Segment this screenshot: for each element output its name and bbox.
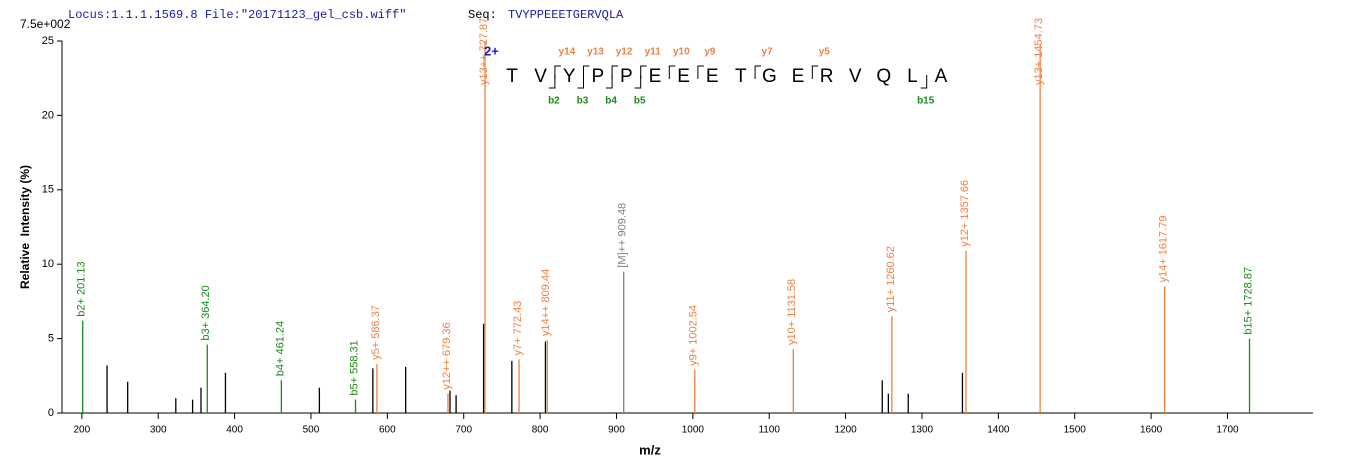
scale-label: 7.5e+002 — [20, 17, 71, 31]
y-tick-label: 10 — [42, 258, 54, 270]
x-tick-label: 900 — [608, 425, 625, 436]
residue: Y — [563, 66, 576, 87]
y-ion-label: y11 — [645, 47, 662, 58]
residue: Q — [876, 66, 891, 87]
y-tick-label: 5 — [48, 333, 54, 345]
x-tick-label: 400 — [226, 425, 243, 436]
y-cleavage — [754, 65, 762, 79]
y-tick-label: 0 — [48, 407, 54, 419]
peak-label: y10+ 1131.58 — [786, 279, 798, 345]
b-ion-label: b4 — [605, 96, 617, 107]
residue: T — [506, 66, 518, 87]
peak-label: b3+ 364.20 — [200, 285, 212, 340]
peak-label: y14++ 809.44 — [540, 269, 552, 336]
y-cleavage — [697, 65, 704, 79]
y-ion-label: y12 — [616, 47, 633, 58]
b-ion-label: b3 — [577, 96, 589, 107]
x-tick-label: 1500 — [1064, 425, 1087, 436]
x-tick-label: 700 — [455, 425, 472, 436]
residue: E — [649, 66, 662, 87]
y-tick-label: 15 — [42, 184, 54, 196]
b-cleavage — [577, 75, 584, 89]
residue: A — [935, 66, 948, 87]
header-locus: Locus:1.1.1.1569.8 File:"20171123_gel_cs… — [68, 8, 406, 22]
residue: G — [762, 66, 777, 87]
y-axis-label: Relative Intensity (%) — [18, 165, 32, 289]
x-tick-label: 1300 — [911, 425, 934, 436]
b-cleavage — [606, 75, 613, 89]
b-cleavage — [634, 75, 642, 89]
peak-label: b4+ 461.24 — [274, 321, 286, 376]
x-tick-label: 500 — [303, 425, 320, 436]
residue: R — [820, 66, 834, 87]
x-tick-label: 300 — [150, 425, 167, 436]
y-cleavage — [668, 65, 676, 79]
x-tick-label: 1200 — [834, 425, 857, 436]
residue: E — [677, 66, 690, 87]
y-cleavage — [640, 65, 647, 79]
residue: E — [792, 66, 805, 87]
charge-label: 2+ — [484, 43, 499, 58]
peak-label: y12++ 679.36 — [441, 322, 453, 389]
peak-label: b5+ 558.31 — [348, 340, 360, 395]
residue: V — [534, 66, 547, 87]
peak-label: y12+ 1357.66 — [959, 180, 971, 247]
y-tick-label: 25 — [42, 35, 54, 47]
y-cleavage — [611, 65, 619, 79]
b-cleavage — [920, 75, 928, 89]
residue: P — [591, 66, 604, 87]
peak-label: y9+ 1002.54 — [688, 305, 700, 366]
b-ion-label: b15 — [917, 96, 935, 107]
y-cleavage — [554, 65, 561, 79]
peak-label: y5+ 586.37 — [370, 305, 382, 360]
x-tick-label: 1100 — [758, 425, 780, 436]
b-ion-label: b5 — [634, 96, 646, 107]
header-seq: TVYPPEEETGERVQLA — [508, 8, 624, 22]
b-cleavage — [548, 75, 556, 89]
x-axis-label: m/z — [639, 442, 661, 457]
header-seq-label: Seq: — [468, 8, 497, 22]
peak-label: y13++ 727.87 — [478, 18, 490, 85]
y-ion-label: y9 — [704, 47, 716, 58]
y-ion-label: y14 — [559, 47, 576, 58]
y-cleavage — [811, 65, 819, 79]
x-tick-label: 1600 — [1140, 425, 1163, 436]
y-ion-label: y13 — [587, 47, 604, 58]
peak-label: y14+ 1617.79 — [1158, 216, 1170, 283]
residue: E — [706, 66, 719, 87]
peak-label: b2+ 201.13 — [76, 261, 88, 316]
x-tick-label: 1700 — [1216, 425, 1239, 436]
y-ion-label: y10 — [673, 47, 690, 58]
peak-label: y13+ 1454.73 — [1033, 18, 1045, 85]
residue: V — [849, 66, 862, 87]
y-cleavage — [583, 65, 590, 79]
peak-label: [M]++ 909.48 — [617, 203, 629, 268]
x-tick-label: 600 — [379, 425, 396, 436]
peak-label: y7+ 772.43 — [512, 301, 524, 356]
b-ion-label: b2 — [548, 96, 560, 107]
peak-label: y11+ 1260.62 — [885, 246, 897, 312]
x-tick-label: 1000 — [682, 425, 705, 436]
y-ion-label: y5 — [819, 47, 831, 58]
peak-label: b15+ 1728.87 — [1242, 267, 1254, 335]
x-tick-label: 1400 — [987, 425, 1010, 436]
residue: T — [735, 66, 747, 87]
y-ion-label: y7 — [762, 47, 774, 58]
y-tick-label: 20 — [42, 109, 54, 121]
x-tick-label: 800 — [532, 425, 549, 436]
residue: L — [907, 66, 918, 87]
x-tick-label: 200 — [74, 425, 91, 436]
residue: P — [620, 66, 633, 87]
